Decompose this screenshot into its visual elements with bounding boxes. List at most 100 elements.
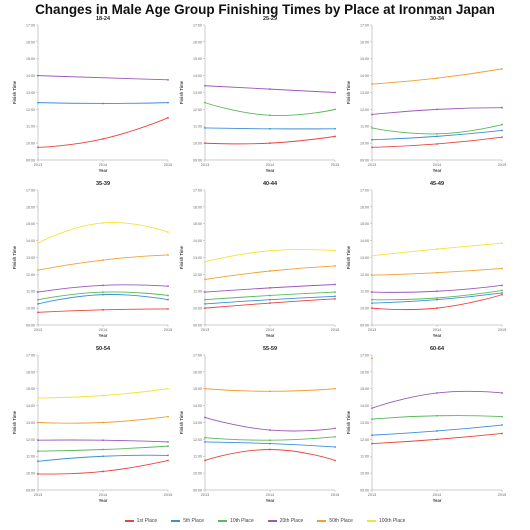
data-point-10th-place — [102, 291, 104, 293]
y-tick-label: 13:00 — [193, 421, 202, 425]
data-point-5th-place — [371, 302, 373, 304]
data-point-5th-place — [37, 460, 39, 463]
x-tick-label: 2014 — [266, 328, 274, 332]
data-point-50th-place — [37, 421, 39, 424]
data-point-1st-place — [204, 307, 206, 310]
data-point-50th-place — [102, 259, 104, 261]
y-tick-label: 10:00 — [193, 142, 202, 146]
y-tick-label: 13:00 — [26, 421, 35, 425]
data-point-10th-place — [371, 298, 373, 301]
y-axis-label: Finish Time — [12, 245, 17, 269]
data-point-5th-place — [37, 101, 39, 104]
x-axis-label: Year — [99, 498, 108, 503]
data-point-20th-place — [37, 74, 39, 77]
x-tick-label: 2013 — [201, 328, 209, 332]
y-tick-label: 10:00 — [360, 472, 369, 476]
data-point-20th-place — [334, 283, 336, 286]
y-tick-label: 12:00 — [360, 108, 369, 112]
data-point-100th-place — [269, 249, 271, 252]
y-tick-label: 17:00 — [26, 23, 35, 27]
y-tick-label: 13:00 — [26, 256, 35, 260]
data-point-50th-place — [436, 77, 438, 80]
y-tick-label: 17:00 — [193, 23, 202, 27]
x-tick-label: 2015 — [164, 163, 172, 167]
data-point-50th-place — [436, 271, 438, 274]
legend-swatch — [124, 520, 134, 522]
data-point-10th-place — [334, 435, 336, 438]
y-tick-label: 11:00 — [360, 125, 369, 129]
data-point-1st-place — [102, 470, 104, 473]
data-point-5th-place — [501, 424, 503, 426]
data-point-100th-place — [37, 397, 39, 399]
data-point-50th-place — [371, 357, 373, 360]
data-point-5th-place — [167, 101, 169, 104]
chart-title: Changes in Male Age Group Finishing Time… — [35, 2, 495, 17]
y-tick-label: 10:00 — [26, 472, 35, 476]
data-point-10th-place — [167, 445, 169, 448]
data-point-100th-place — [371, 254, 373, 257]
y-tick-label: 16:00 — [360, 205, 369, 209]
x-axis-label: Year — [99, 333, 108, 338]
data-point-1st-place — [371, 307, 373, 310]
y-tick-label: 13:00 — [360, 91, 369, 95]
legend-item-50th-place: 50th Place — [317, 515, 353, 527]
data-point-1st-place — [436, 438, 438, 441]
legend-item-100th-place: 100th Place — [366, 515, 406, 527]
y-tick-label: 10:00 — [193, 307, 202, 311]
x-tick-label: 2015 — [331, 163, 339, 167]
y-tick-label: 14:00 — [360, 74, 369, 78]
data-point-5th-place — [371, 138, 373, 141]
y-tick-label: 13:00 — [26, 91, 35, 95]
legend-label: 100th Place — [378, 518, 406, 524]
data-point-5th-place — [334, 295, 336, 298]
data-point-10th-place — [501, 123, 503, 126]
y-tick-label: 12:00 — [193, 438, 202, 442]
data-point-1st-place — [501, 136, 503, 139]
data-point-20th-place — [334, 427, 336, 430]
data-point-50th-place — [204, 387, 206, 390]
data-point-5th-place — [269, 127, 271, 130]
y-tick-label: 14:00 — [360, 404, 369, 408]
y-tick-label: 12:00 — [26, 273, 35, 277]
x-tick-label: 2014 — [99, 328, 107, 332]
x-tick-label: 2013 — [368, 328, 376, 332]
y-tick-label: 11:00 — [360, 455, 369, 459]
data-point-50th-place — [37, 269, 39, 272]
y-tick-label: 09:00 — [26, 323, 35, 327]
legend-label: 1st Place — [136, 518, 158, 524]
data-point-20th-place — [167, 441, 169, 443]
y-tick-label: 11:00 — [26, 290, 35, 294]
legend-label: 5th Place — [183, 518, 205, 524]
data-point-1st-place — [167, 116, 169, 119]
data-point-50th-place — [102, 421, 104, 424]
data-point-20th-place — [269, 429, 271, 431]
y-tick-label: 15:00 — [26, 222, 35, 226]
legend-item-1st-place: 1st Place — [124, 515, 158, 527]
x-axis-label: Year — [433, 498, 442, 503]
data-point-5th-place — [334, 446, 336, 448]
data-point-5th-place — [436, 430, 438, 432]
data-point-100th-place — [501, 242, 503, 245]
data-point-20th-place — [269, 88, 271, 91]
data-point-10th-place — [204, 101, 206, 104]
data-point-1st-place — [269, 142, 271, 145]
y-tick-label: 09:00 — [193, 158, 202, 162]
data-point-10th-place — [204, 298, 206, 301]
y-tick-label: 14:00 — [26, 239, 35, 243]
y-tick-label: 14:00 — [193, 74, 202, 78]
data-point-5th-place — [501, 129, 503, 132]
x-axis-label: Year — [266, 333, 275, 338]
x-tick-label: 2014 — [433, 163, 441, 167]
panel-title: 55-59 — [263, 346, 277, 352]
data-point-100th-place — [334, 249, 336, 252]
data-point-10th-place — [269, 294, 271, 297]
data-point-10th-place — [371, 127, 373, 129]
data-point-10th-place — [334, 291, 336, 293]
y-tick-label: 14:00 — [193, 239, 202, 243]
x-tick-label: 2013 — [201, 493, 209, 497]
y-tick-label: 14:00 — [26, 404, 35, 408]
y-tick-label: 16:00 — [360, 370, 369, 374]
y-tick-label: 15:00 — [26, 57, 35, 61]
y-tick-label: 16:00 — [193, 40, 202, 44]
